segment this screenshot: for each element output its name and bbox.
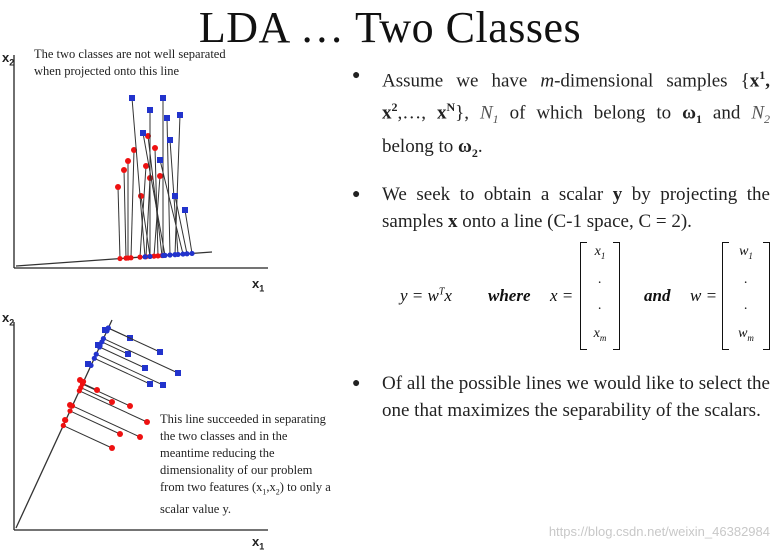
bottom-note-line: the two classes and in the <box>160 428 370 445</box>
projected-point <box>88 363 93 368</box>
projected-point <box>106 326 111 331</box>
x-vector-cell: . <box>580 298 620 314</box>
bullet-item: ● We seek to obtain a scalar y by projec… <box>352 181 770 235</box>
class2-point <box>125 351 131 357</box>
projection-line <box>94 358 150 384</box>
class2-point <box>142 365 148 371</box>
class2-point <box>175 370 181 376</box>
projected-point <box>101 336 106 341</box>
w-vector-cell: wm <box>726 326 766 343</box>
class1-point <box>137 434 143 440</box>
formula-where: where <box>488 286 531 306</box>
class1-point <box>117 431 123 437</box>
class2-point <box>157 349 163 355</box>
class1-point <box>127 403 133 409</box>
class1-point <box>109 399 115 405</box>
formula-w-eq: w = <box>690 286 717 306</box>
bottom-note-line: meantime reducing the <box>160 445 370 462</box>
bullet-dot-icon: ● <box>352 370 360 397</box>
class1-point <box>144 419 150 425</box>
w-vector-cell: w1 <box>726 244 766 261</box>
projected-point <box>92 356 97 361</box>
bottom-y-axis-label: x2 <box>2 310 14 328</box>
bottom-note-line: dimensionality of our problem <box>160 462 370 479</box>
projected-point <box>61 423 66 428</box>
projection-line <box>79 391 147 422</box>
x-vector-cell: . <box>580 272 620 288</box>
class1-point <box>94 387 100 393</box>
x-vector: x1 . . xm <box>580 242 620 348</box>
bullet-item: ● Assume we have m-dimensional samples {… <box>352 62 770 167</box>
projection-line <box>70 411 120 434</box>
projection-formula: y = wTx where x = x1 . . xm and w = w1 .… <box>400 242 780 352</box>
w-vector-cell: . <box>726 272 766 288</box>
bottom-note-line: This line succeeded in separating <box>160 411 370 428</box>
bottom-note-line: scalar value y. <box>160 501 370 518</box>
projected-point <box>97 343 102 348</box>
projection-line <box>72 406 140 437</box>
projection-line <box>96 354 163 385</box>
watermark: https://blog.csdn.net/weixin_46382984 <box>549 524 770 539</box>
projection-line <box>100 347 145 368</box>
projection-line <box>63 426 112 448</box>
projected-point <box>70 403 75 408</box>
x-vector-cell: xm <box>580 326 620 343</box>
bullet-item: ● Of all the possible lines we would lik… <box>352 370 770 424</box>
formula-lhs: y = wTx <box>400 286 452 306</box>
bottom-plot-note: This line succeeded in separating the tw… <box>160 411 370 518</box>
formula-and: and <box>644 286 670 306</box>
w-vector-cell: . <box>726 298 766 314</box>
formula-x-eq: x = <box>550 286 573 306</box>
bullet-list-2: ● Of all the possible lines we would lik… <box>352 370 770 424</box>
projected-point <box>81 379 86 384</box>
class2-point <box>160 382 166 388</box>
bullet-dot-icon: ● <box>352 181 360 208</box>
class1-point <box>109 445 115 451</box>
bottom-note-line: from two features (x1,x2) to only a <box>160 479 370 501</box>
bullet-list: ● Assume we have m-dimensional samples {… <box>352 62 770 235</box>
class2-point <box>147 381 153 387</box>
w-vector: w1 . . wm <box>722 242 770 348</box>
projected-point <box>63 418 68 423</box>
projected-point <box>67 408 72 413</box>
x-vector-cell: x1 <box>580 244 620 261</box>
bullet-dot-icon: ● <box>352 62 360 89</box>
